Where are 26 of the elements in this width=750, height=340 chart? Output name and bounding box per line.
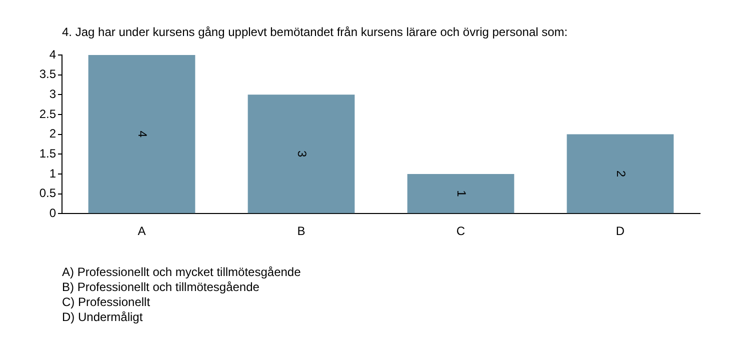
- text: A) Professionellt och mycket tillmötesgående: [62, 265, 301, 280]
- y-tick-label: 0: [49, 206, 56, 220]
- chart-title: 4. Jag har under kursens gång upplevt bemötandet från kursens lärare och övrig personal som:: [62, 25, 568, 39]
- data-label: 1: [454, 190, 468, 198]
- y-tick-label: 3.5: [39, 67, 56, 82]
- text: C) Professionellt: [62, 295, 152, 310]
- data-label: 3: [294, 150, 309, 158]
- bar: [248, 94, 355, 214]
- y-tick-label: 1.5: [39, 146, 56, 160]
- x-tick-label: C: [456, 224, 466, 238]
- text: D) Undermåligt: [62, 310, 144, 325]
- y-tick-label: 4: [49, 47, 56, 62]
- data-label: 4: [135, 130, 150, 138]
- bar: [407, 174, 514, 214]
- data-label: 2: [614, 170, 628, 178]
- y-tick-label: 2.5: [39, 106, 56, 121]
- y-tick-label: 3: [49, 86, 56, 101]
- x-tick-label: A: [138, 224, 146, 238]
- bar: [566, 134, 674, 214]
- bar: [88, 55, 196, 214]
- x-tick-label: B: [297, 224, 306, 238]
- y-tick-label: 0.5: [39, 186, 56, 200]
- text: B) Professionellt och tillmötesgående: [62, 280, 260, 295]
- x-tick-label: D: [616, 224, 625, 238]
- y-tick-label: 1: [49, 166, 56, 180]
- y-tick-label: 2: [49, 126, 56, 141]
